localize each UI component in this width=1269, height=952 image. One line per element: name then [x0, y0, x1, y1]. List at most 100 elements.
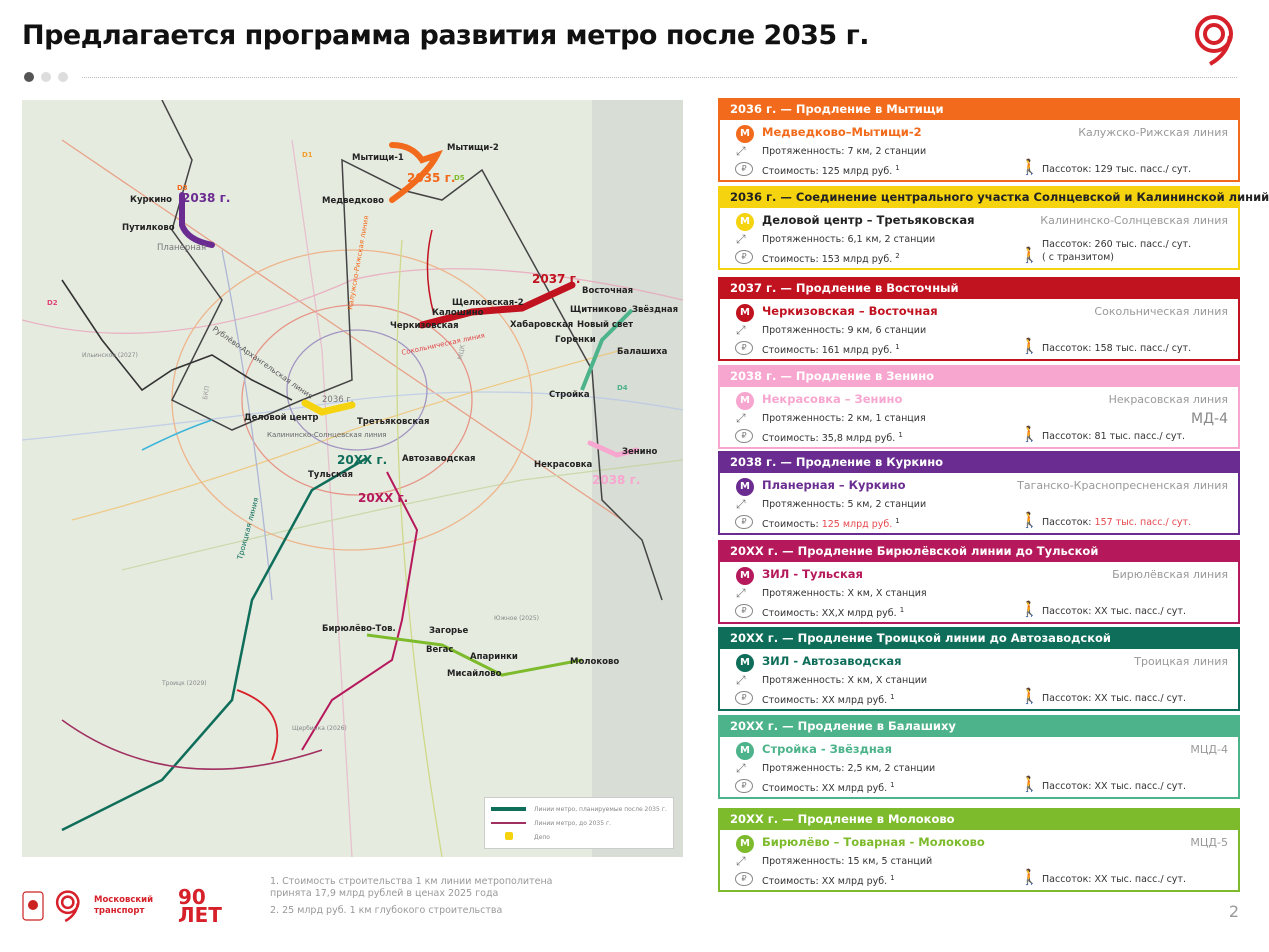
cost: Стоимость: XX млрд руб. 1 [762, 781, 895, 794]
footer-logos: Московский транспорт 90 ЛЕТ [22, 885, 238, 927]
metro-m-icon: M [736, 304, 754, 322]
legend-label: Депо [534, 833, 550, 841]
footnote-1: 1. Стоимость строительства 1 км линии ме… [270, 876, 553, 899]
metro-m-icon: M [736, 478, 754, 496]
metro-m-icon: M [736, 654, 754, 672]
map-label: Вегас [426, 645, 453, 655]
diagonal-arrows-icon: ⤢ [736, 497, 746, 511]
moscow-transport-logo [55, 890, 80, 923]
footnote-ref: 1 [895, 343, 900, 351]
passenger-flow: Пассоток: 158 тыс. пасс./ сут. [1042, 343, 1192, 354]
map-label: 2037 г. [532, 272, 580, 286]
passenger-note: ( с транзитом) [1042, 252, 1115, 263]
cost-value: Стоимость: 125 млрд руб. [762, 166, 893, 178]
cost: Стоимость: 153 млрд руб. 2 [762, 252, 900, 265]
route-name: Бирюлёво – Товарная - Молоково [762, 835, 985, 849]
ruble-coins-icon: ₽ [735, 872, 753, 886]
map-label: 2038 г. [182, 191, 230, 205]
footnote-ref: 2 [895, 252, 900, 260]
ruble-coins-icon: ₽ [735, 691, 753, 705]
map-label: Загорье [429, 626, 469, 636]
moscow-coat-of-arms-icon [22, 891, 44, 921]
ruble-coins-icon: ₽ [735, 779, 753, 793]
project-card: 2038 г. — Продление в Зенино M Некрасовк… [718, 365, 1240, 449]
map-label: МЦК [456, 344, 467, 361]
moscow-transport-logo [1195, 15, 1233, 66]
map-label: D3 [177, 184, 188, 192]
map-label: Звёздная [632, 305, 678, 315]
map-label: Хабаровская [510, 319, 573, 330]
map-label: Апаринки [470, 652, 518, 662]
map-legend: Линии метро, планируемые после 2035 г. Л… [484, 797, 674, 849]
map-label: БКП [201, 385, 211, 400]
cost: Стоимость: 125 млрд руб. 1 [762, 517, 900, 530]
cost-value: Стоимость: XX млрд руб. [762, 695, 888, 707]
passengers: Пассоток: 260 тыс. пасс./ сут. ( с транзи… [1042, 238, 1191, 264]
walking-person-icon: 🚶 [1020, 158, 1039, 176]
project-card: 2036 г. — Соединение центрального участк… [718, 186, 1269, 270]
map-label: Деловой центр [244, 413, 318, 423]
footnote-ref: 1 [890, 874, 895, 882]
map-label: Южное (2025) [494, 615, 539, 622]
line-name: Сокольническая линия [1094, 305, 1228, 318]
line-name: Калининско-Солнцевская линия [1040, 214, 1228, 227]
cost-value: Стоимость: 161 млрд руб. [762, 345, 893, 357]
route-name: Медведково–Мытищи-2 [762, 125, 922, 139]
passengers: Пассоток: 158 тыс. пасс./ сут. [1042, 343, 1191, 354]
map-label: Планерная [157, 243, 206, 253]
map-label: Ильинское (2027) [82, 352, 138, 359]
passengers: Пассоток: XX тыс. пасс./ сут. [1042, 874, 1186, 885]
ruble-coins-icon: ₽ [735, 604, 753, 618]
map-label: Новый свет [577, 320, 633, 330]
passengers: Пассоток: 81 тыс. пасс./ сут. [1042, 431, 1185, 442]
cost: Стоимость: 125 млрд руб. 1 [762, 164, 900, 177]
footnote-ref: 1 [895, 517, 900, 525]
cost-value: Стоимость: 35,8 млрд руб. [762, 433, 896, 445]
divider [82, 77, 1237, 78]
walking-person-icon: 🚶 [1020, 425, 1039, 443]
anniversary-logo: 90 ЛЕТ [178, 885, 222, 927]
diagonal-arrows-icon: ⤢ [736, 232, 746, 246]
route-name: Деловой центр – Третьяковская [762, 213, 975, 227]
map-label: 20XX г. [337, 453, 387, 467]
map-label: Щитниково [570, 305, 627, 315]
map-label: Медведково [322, 196, 384, 206]
map-label: Молоково [570, 657, 619, 667]
ruble-coins-icon: ₽ [735, 515, 753, 529]
cost: Стоимость: XX млрд руб. 1 [762, 874, 895, 887]
map-label: Тульская [308, 470, 353, 480]
footnote-ref: 1 [895, 164, 900, 172]
map-label: 2038 г. [592, 473, 640, 487]
card-header: 2037 г. — Продление в Восточный [720, 279, 1238, 299]
cost: Стоимость: 35,8 млрд руб. 1 [762, 431, 903, 444]
line-name: Таганско-Краснопресненская линия [1017, 479, 1228, 492]
map-label: D2 [47, 299, 58, 307]
card-header: 20XX г. — Продление в Балашиху [720, 717, 1238, 737]
passenger-flow: Пассоток: 81 тыс. пасс./ сут. [1042, 431, 1186, 442]
length-value: Протяженность: 2 км, 1 станция [762, 413, 926, 424]
map-label: Некрасовка [534, 460, 592, 470]
diagonal-arrows-icon: ⤢ [736, 761, 746, 775]
map-label: D4 [617, 384, 628, 392]
project-card: 20XX г. — Продление Троицкой линии до Ав… [718, 627, 1240, 711]
cost-value: Стоимость: XX,X млрд руб. [762, 608, 897, 620]
passenger-flow: Пассоток: XX тыс. пасс./ сут. [1042, 874, 1186, 885]
walking-person-icon: 🚶 [1020, 687, 1039, 705]
passenger-flow: Пассоток: 260 тыс. пасс./ сут. [1042, 239, 1192, 250]
passenger-flow: Пассоток: XX тыс. пасс./ сут. [1042, 606, 1186, 617]
metro-m-icon: M [736, 392, 754, 410]
route-name: ЗИЛ - Автозаводская [762, 654, 902, 668]
map-label: Стройка [549, 390, 590, 400]
map-label: Третьяковская [357, 417, 429, 427]
passengers: Пассоток: XX тыс. пасс./ сут. [1042, 606, 1186, 617]
map-label: 2035 г. [407, 171, 455, 185]
line-name: Некрасовская линия [1108, 393, 1228, 406]
line-name: Бирюлёвская линия [1112, 568, 1228, 581]
metro-m-icon: M [736, 742, 754, 760]
slide-pager [24, 72, 68, 82]
card-header: 20XX г. — Продление Троицкой линии до Ав… [720, 629, 1238, 649]
map-label: 2036 г. [322, 395, 354, 405]
route-name: Планерная – Куркино [762, 478, 906, 492]
cost: Стоимость: 161 млрд руб. 1 [762, 343, 900, 356]
metro-m-icon: M [736, 835, 754, 853]
